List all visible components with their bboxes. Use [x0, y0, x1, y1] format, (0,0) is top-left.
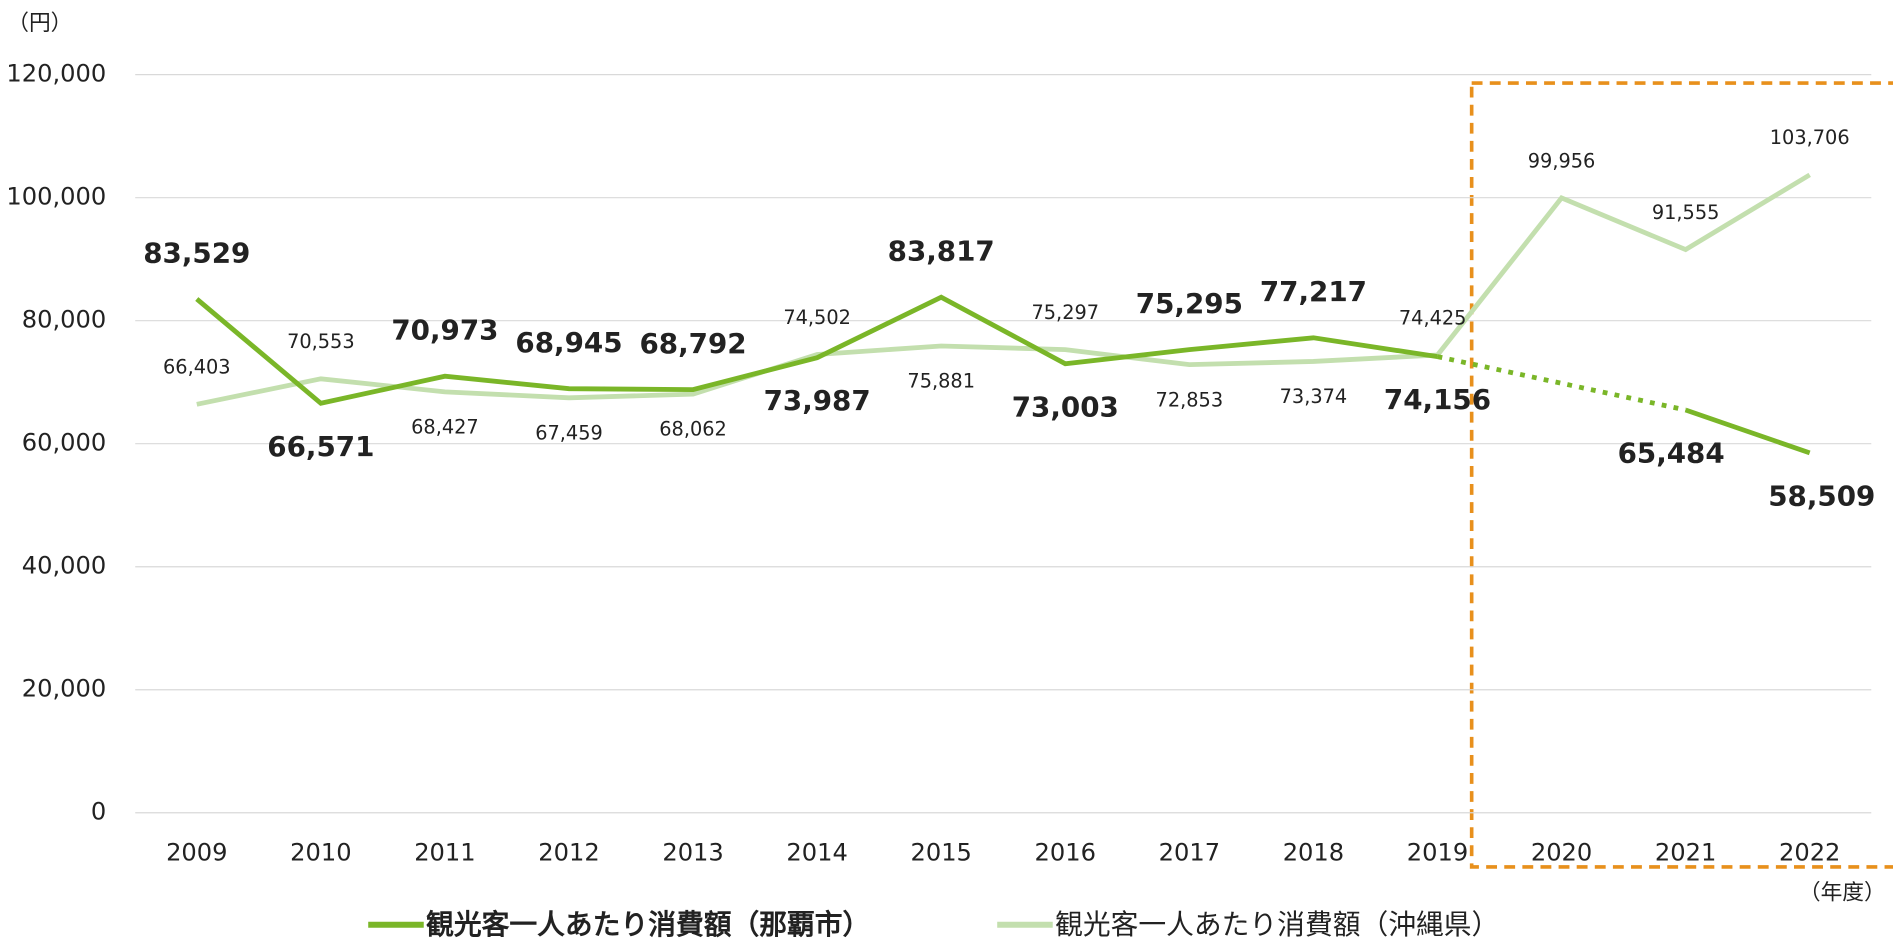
data-label: 77,217 — [1260, 275, 1367, 308]
data-label: 73,003 — [1012, 390, 1119, 423]
y-tick-label: 20,000 — [22, 675, 106, 703]
y-unit: （円） — [7, 11, 72, 36]
data-label: 74,502 — [783, 306, 851, 329]
y-tick-label: 120,000 — [6, 60, 106, 88]
x-tick-label: 2017 — [1159, 839, 1220, 867]
data-label: 83,817 — [888, 235, 995, 268]
data-label: 75,881 — [907, 370, 975, 393]
data-label: 75,297 — [1031, 301, 1099, 324]
y-tick-label: 60,000 — [22, 429, 106, 457]
data-label: 72,853 — [1156, 388, 1224, 411]
data-label: 68,945 — [515, 326, 622, 359]
line — [195, 294, 1811, 456]
legend-label: 観光客一人あたり消費額（那覇市） — [426, 908, 870, 941]
x-tick-label: 2018 — [1283, 839, 1344, 867]
x-tick-label: 2021 — [1655, 839, 1716, 867]
data-label: 83,529 — [143, 236, 250, 269]
y-tick-label: 100,000 — [6, 183, 106, 211]
data-label: 73,987 — [764, 384, 871, 417]
x-tick-label: 2019 — [1407, 839, 1468, 867]
data-label: 99,956 — [1528, 149, 1596, 172]
data-label: 68,427 — [411, 416, 479, 439]
y-tick-label: 40,000 — [22, 552, 106, 580]
x-tick-label: 2013 — [662, 839, 723, 867]
data-label: 91,555 — [1652, 201, 1720, 224]
x-tick-label: 2022 — [1779, 839, 1840, 867]
x-tick-label: 2015 — [910, 839, 971, 867]
x-tick-label: 2011 — [414, 839, 475, 867]
data-label: 74,156 — [1384, 383, 1491, 416]
data-label: 73,374 — [1280, 385, 1348, 408]
y-tick-label: 0 — [91, 798, 106, 826]
x-tick-label: 2016 — [1035, 839, 1096, 867]
data-label: 68,792 — [640, 327, 747, 360]
x-unit: （年度） — [1799, 880, 1886, 905]
y-tick-label: 80,000 — [22, 306, 106, 334]
legend-label: 観光客一人あたり消費額（沖縄県） — [1055, 908, 1499, 941]
highlight-box — [1469, 81, 1893, 869]
x-tick-label: 2012 — [538, 839, 599, 867]
data-label: 74,425 — [1399, 306, 1467, 329]
data-label: 66,571 — [267, 430, 374, 463]
data-label: 67,459 — [535, 421, 603, 444]
x-tick-label: 2010 — [290, 839, 351, 867]
data-label: 70,553 — [287, 330, 355, 353]
line — [196, 172, 1811, 407]
x-tick-label: 2020 — [1531, 839, 1592, 867]
x-tick-label: 2009 — [166, 839, 227, 867]
x-tick-label: 2014 — [786, 839, 847, 867]
data-label: 103,706 — [1770, 126, 1850, 149]
data-label: 75,295 — [1136, 287, 1243, 320]
data-label: 68,062 — [659, 418, 727, 441]
data-label: 66,403 — [163, 356, 231, 379]
data-label: 58,509 — [1768, 479, 1875, 512]
data-label: 65,484 — [1618, 437, 1725, 470]
data-label: 70,973 — [391, 314, 498, 347]
